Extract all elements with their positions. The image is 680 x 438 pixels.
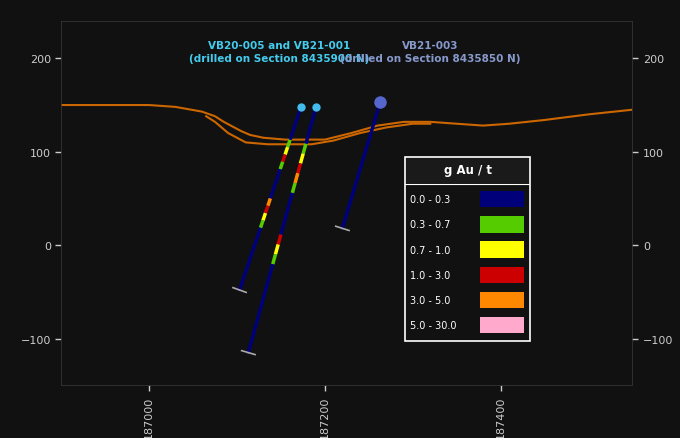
Bar — [480, 292, 524, 308]
Text: VB21-003
(drilled on Section 8435850 N): VB21-003 (drilled on Section 8435850 N) — [340, 41, 520, 64]
Bar — [480, 267, 524, 283]
Bar — [480, 242, 524, 258]
Text: 5.0 - 30.0: 5.0 - 30.0 — [409, 321, 456, 330]
Text: 0.7 - 1.0: 0.7 - 1.0 — [409, 245, 450, 255]
Bar — [480, 191, 524, 208]
Text: 3.0 - 5.0: 3.0 - 5.0 — [409, 295, 450, 305]
Text: VB20-005 and VB21-001
(drilled on Section 8435900 N): VB20-005 and VB21-001 (drilled on Sectio… — [189, 41, 369, 64]
Bar — [405, 158, 530, 184]
Bar — [480, 317, 524, 334]
Text: 1.0 - 3.0: 1.0 - 3.0 — [409, 270, 450, 280]
Text: 0.3 - 0.7: 0.3 - 0.7 — [409, 220, 450, 230]
Text: g Au / t: g Au / t — [443, 164, 492, 177]
Bar — [480, 217, 524, 233]
Text: 0.0 - 0.3: 0.0 - 0.3 — [409, 195, 450, 205]
